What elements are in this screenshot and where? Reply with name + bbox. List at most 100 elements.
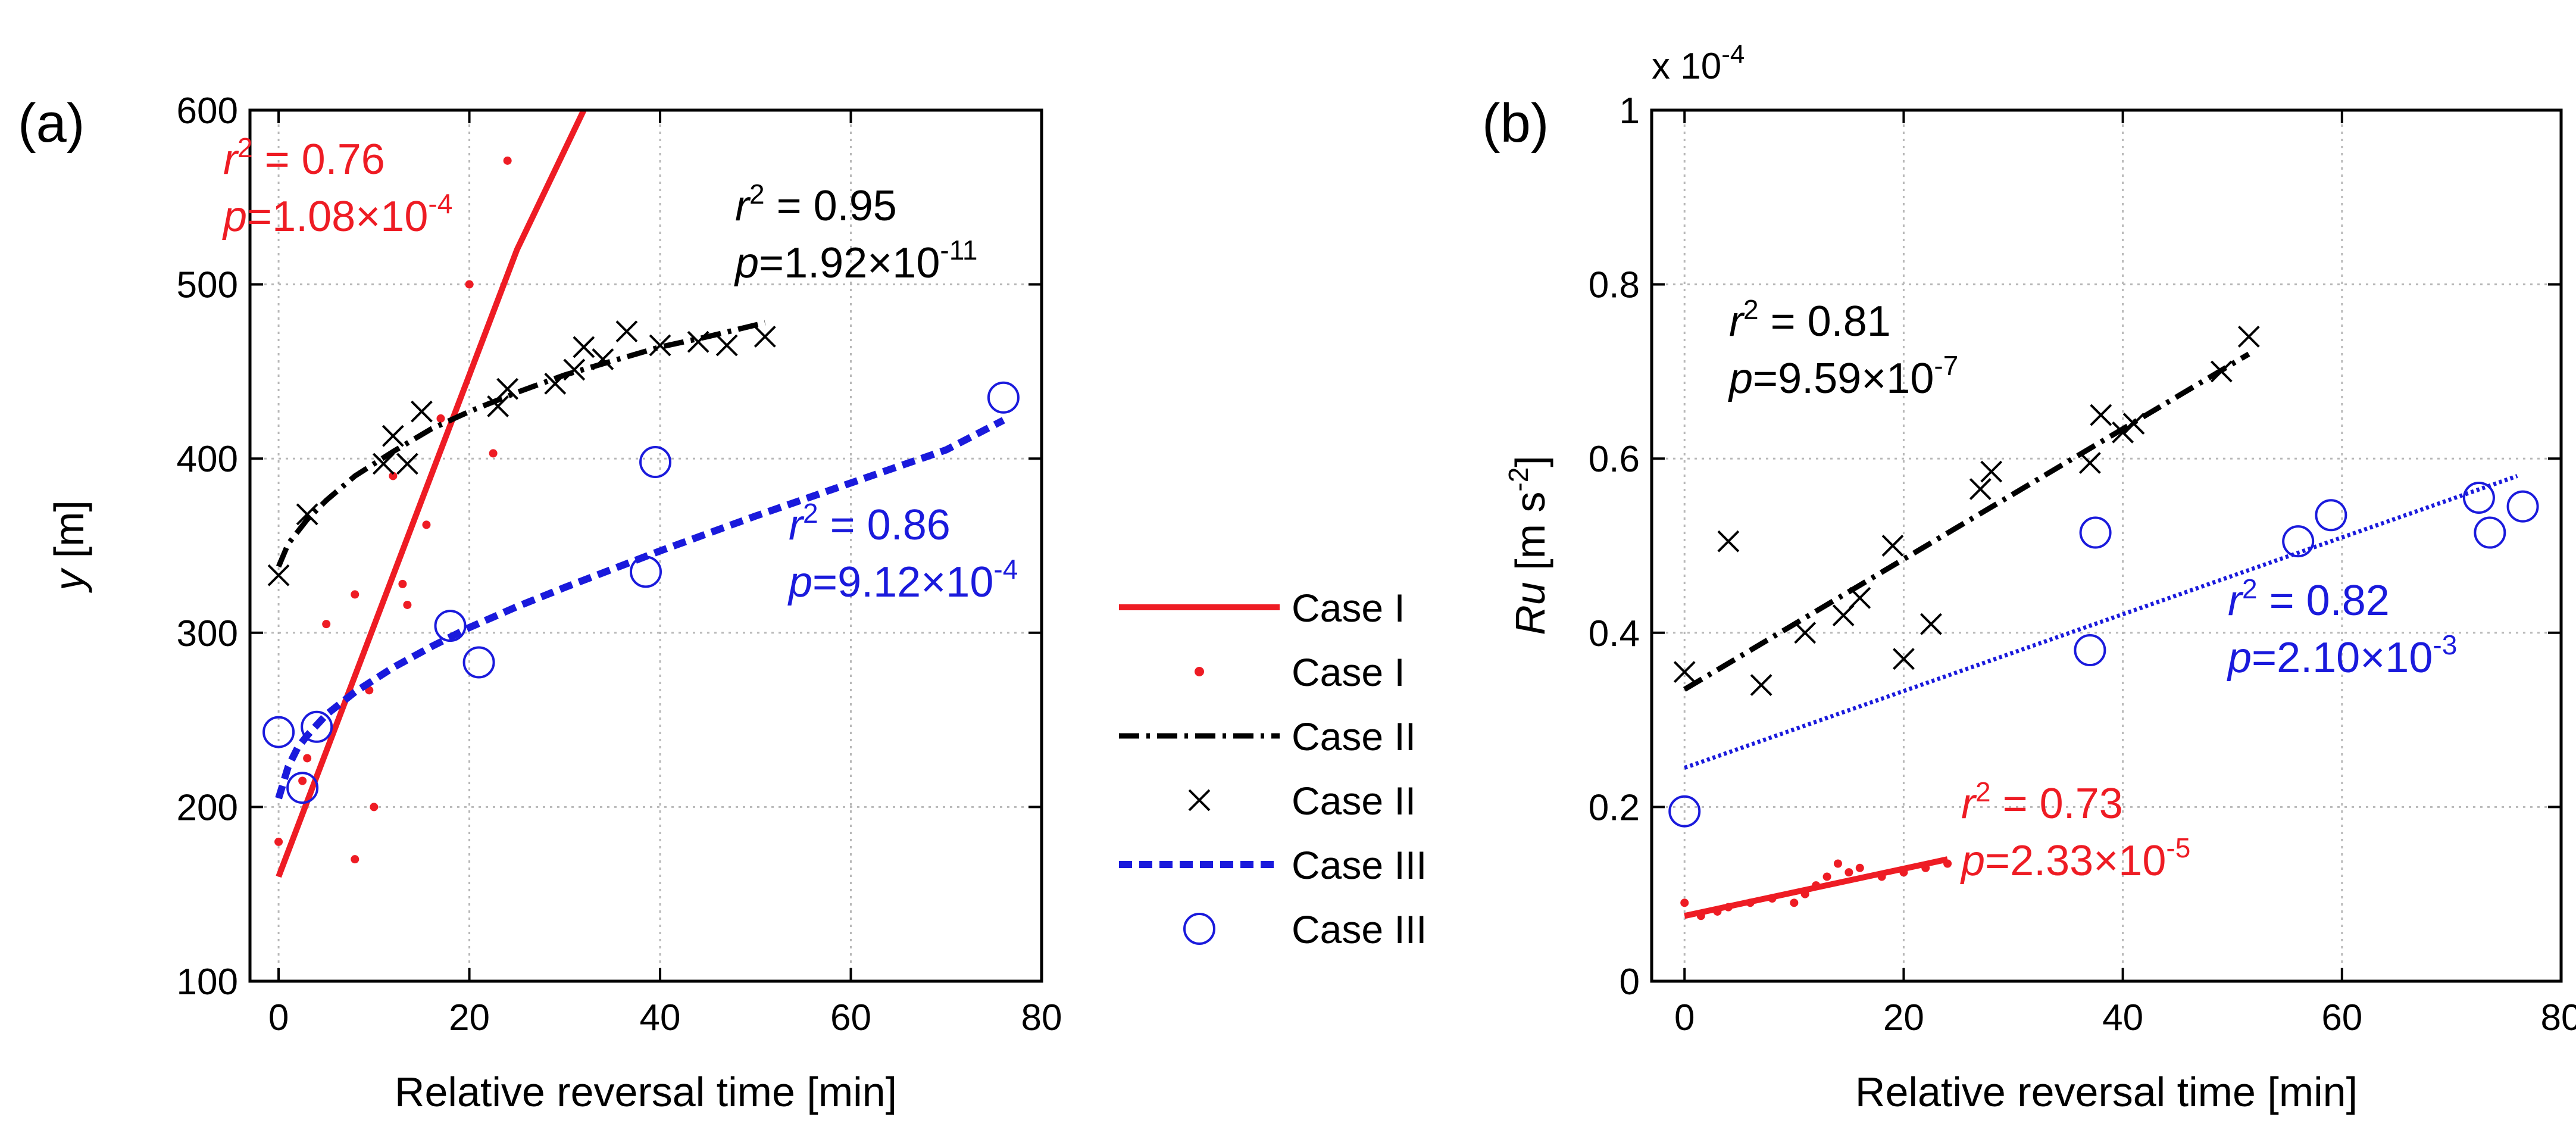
y-tick-label: 400 [177,439,238,480]
legend-label: Case II [1292,779,1416,823]
data-point-case1 [298,776,307,785]
plot-area [250,110,1042,981]
data-point-case3 [301,710,333,743]
data-point-case2 [396,452,418,475]
data-point-case2 [1832,604,1855,626]
data-point-case3 [630,555,662,588]
data-point-case1 [398,579,407,588]
data-point-case1 [1812,881,1821,890]
data-point-case1 [489,449,498,458]
data-point-case3 [434,610,467,642]
chart-panel-b: 0 20 40 60 80 0 0.2 0.4 0.6 0.8 1 r2 = 0.73p=2.33×1… [1482,90,2576,1115]
x-tick-label: 40 [640,997,681,1038]
data-point-case1 [1833,859,1842,868]
data-point-case1 [403,600,412,609]
legend-label: Case I [1292,650,1405,694]
data-point-case1 [465,280,474,289]
legend-label: Case I [1292,586,1405,630]
data-point-case1 [1943,859,1952,868]
data-point-case2 [1717,530,1740,553]
fit-line-case2 [1683,351,2250,692]
plot-area [1652,110,2561,981]
y-tick-label: 200 [177,787,238,828]
data-point-case3 [262,716,295,748]
legend-label: Case III [1292,843,1427,887]
data-point-case3 [1668,795,1701,828]
data-point-case2 [2237,325,2260,348]
data-point-case1 [1724,903,1733,912]
r2-annotation-case3: r2 = 0.82 [2228,573,2390,625]
r2-annotation-case3: r2 = 0.86 [789,498,951,549]
y-tick-label: 100 [177,962,238,1003]
y-tick-label: 0.2 [1589,787,1640,828]
y-tick-label: 0.4 [1589,613,1640,654]
x-tick-label: 80 [1021,997,1062,1038]
data-point-case1 [1845,868,1853,877]
data-point-case1 [1746,898,1755,907]
data-point-case1 [351,590,359,599]
data-point-case3 [2282,525,2315,558]
data-point-case1 [1680,898,1689,907]
axes-frame [248,108,1043,983]
data-point-case1 [322,620,331,629]
data-point-case3 [286,772,319,804]
x-axis-label: Relative reversal time [min] [395,1069,897,1115]
data-point-case1 [1877,872,1886,881]
x-tick-label: 80 [2541,997,2576,1038]
x-tick-label: 20 [1883,997,1924,1038]
data-point-case2 [1893,648,1915,670]
data-point-case1 [274,837,283,846]
data-point-case3 [2474,516,2506,549]
p-annotation-case3: p=9.12×10-4 [787,554,1018,606]
data-point-case1 [1768,894,1777,903]
y-tick-label: 500 [177,265,238,306]
data-point-case2 [544,372,567,395]
data-point-case3 [2506,490,2539,523]
fit-line-case3 [1684,474,2518,770]
fit-line-case2 [276,320,766,568]
data-point-case2 [296,503,318,526]
data-point-case2 [372,452,395,475]
data-point-case2 [1881,535,1904,557]
data-point-case2 [2210,360,2233,383]
data-point-case1 [370,803,379,812]
r2-annotation-case2: r2 = 0.95 [735,179,897,230]
data-point-case1 [1696,912,1705,920]
data-point-case2 [1920,613,1942,635]
legend: Case I Case I Case II Case II Case III Case I… [1106,567,1475,970]
data-point-case2 [1980,460,2003,483]
p-annotation-case1: p=1.08×10-4 [222,188,452,241]
data-point-case2 [615,320,638,343]
y-tick-label: 0.8 [1589,265,1640,306]
x-tick-label: 60 [2321,997,2362,1038]
data-point-case1 [303,754,312,763]
data-point-case2 [2078,452,2101,474]
data-point-case2 [2122,413,2145,435]
r2-annotation-case1: r2 = 0.76 [223,132,385,183]
p-annotation-case1: p=2.33×10-5 [1960,832,2190,885]
data-point-case2 [2090,404,2112,426]
data-point-case1 [1899,868,1908,877]
data-point-case2 [1750,674,1772,696]
data-point-case1 [436,414,445,423]
data-point-case3 [2074,634,2106,667]
panel-label: (b) [1482,93,1549,154]
data-point-case1 [1822,872,1831,881]
data-point-case1 [1855,863,1864,872]
data-point-case2 [715,334,738,357]
data-point-case2 [1849,586,1871,609]
panel-label: (a) [18,93,85,154]
x-tick-label: 40 [2102,997,2143,1038]
p-annotation-case2: p=9.59×10-7 [1728,350,1958,402]
x-tick-label: 0 [268,997,289,1038]
data-point-case2 [382,425,404,447]
x-tick-label: 0 [1674,997,1695,1038]
legend-label: Case II [1292,714,1416,759]
data-point-case2 [487,395,509,417]
data-point-case1 [389,472,398,480]
data-point-case2 [1969,478,1992,500]
x-axis-label: Relative reversal time [min] [1855,1069,2358,1115]
y-tick-label: 0.6 [1589,439,1640,480]
r2-annotation-case2: r2 = 0.81 [1729,294,1891,345]
